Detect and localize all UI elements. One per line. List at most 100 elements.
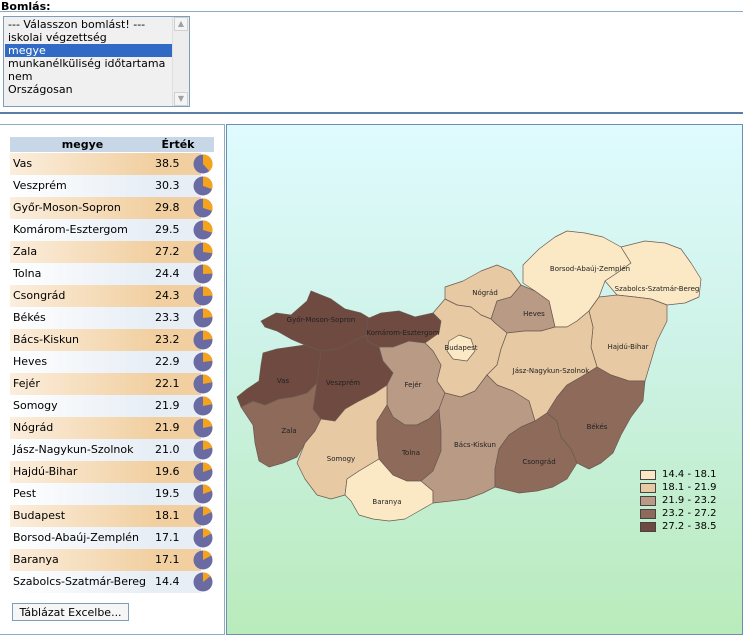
table-row[interactable]: Fejér 22.1 bbox=[10, 373, 214, 395]
listbox-option[interactable]: Országosan bbox=[8, 83, 73, 96]
county-szabolcs[interactable] bbox=[604, 240, 702, 306]
legend-swatch bbox=[640, 509, 656, 519]
table-row[interactable]: Heves 22.9 bbox=[10, 351, 214, 373]
pie-chart-icon bbox=[193, 220, 213, 240]
listbox-option[interactable]: nem bbox=[8, 70, 33, 83]
pie-chart-icon bbox=[193, 484, 213, 504]
table-row[interactable]: Veszprém 30.3 bbox=[10, 175, 214, 197]
table-row[interactable]: Nógrád 21.9 bbox=[10, 417, 214, 439]
legend-swatch bbox=[640, 522, 656, 532]
row-county-name: Somogy bbox=[10, 395, 155, 417]
export-excel-button[interactable]: Táblázat Excelbe... bbox=[12, 603, 129, 621]
map-label: Békés bbox=[587, 423, 608, 431]
pie-chart-icon bbox=[193, 264, 213, 284]
table-row[interactable]: Békés 23.3 bbox=[10, 307, 214, 329]
map-label: Nógrád bbox=[472, 289, 498, 297]
listbox-option[interactable]: munkanélküliség időtartama bbox=[8, 57, 166, 70]
legend-label: 18.1 - 21.9 bbox=[662, 482, 717, 493]
legend-label: 27.2 - 38.5 bbox=[662, 521, 717, 532]
header-ertek[interactable]: Érték bbox=[161, 138, 195, 151]
county-budapest[interactable] bbox=[446, 334, 476, 362]
pie-chart-icon bbox=[193, 154, 213, 174]
pie-chart-icon bbox=[193, 330, 213, 350]
county-bekes[interactable] bbox=[546, 366, 646, 470]
pie-chart-icon bbox=[193, 286, 213, 306]
row-value: 22.1 bbox=[155, 373, 201, 395]
county-csongrad[interactable] bbox=[494, 412, 578, 494]
row-county-name: Csongrád bbox=[10, 285, 155, 307]
row-county-name: Jász-Nagykun-Szolnok bbox=[10, 439, 155, 461]
row-county-name: Békés bbox=[10, 307, 155, 329]
table-row[interactable]: Bács-Kiskun 23.2 bbox=[10, 329, 214, 351]
bomlas-label: Bomlás: bbox=[1, 0, 51, 13]
table-row[interactable]: Jász-Nagykun-Szolnok 21.0 bbox=[10, 439, 214, 461]
table-row[interactable]: Vas 38.5 bbox=[10, 153, 214, 175]
table-row[interactable]: Csongrád 24.3 bbox=[10, 285, 214, 307]
bomlas-listbox[interactable]: Országosan nem munkanélküliség időtartama m… bbox=[3, 16, 190, 107]
pie-chart-icon bbox=[193, 198, 213, 218]
county-hajdu-bihar[interactable] bbox=[588, 294, 668, 382]
pie-chart-icon bbox=[193, 506, 213, 526]
row-county-name: Baranya bbox=[10, 549, 155, 571]
pie-chart-icon bbox=[193, 550, 213, 570]
row-value: 30.3 bbox=[155, 175, 201, 197]
table-row[interactable]: Budapest 18.1 bbox=[10, 505, 214, 527]
row-county-name: Borsod-Abaúj-Zemplén bbox=[10, 527, 155, 549]
row-county-name: Hajdú-Bihar bbox=[10, 461, 155, 483]
map-panel: Vas Veszprém Győr-Moson-Sopron Komárom-Eszt… bbox=[226, 124, 743, 635]
map-label: Heves bbox=[523, 310, 545, 318]
map-label: Baranya bbox=[372, 498, 401, 506]
legend-swatch bbox=[640, 483, 656, 493]
table-row[interactable]: Komárom-Esztergom 29.5 bbox=[10, 219, 214, 241]
row-value: 27.2 bbox=[155, 241, 201, 263]
row-county-name: Komárom-Esztergom bbox=[10, 219, 155, 241]
pie-chart-icon bbox=[193, 374, 213, 394]
map-label: Veszprém bbox=[326, 379, 360, 387]
row-value: 14.4 bbox=[155, 571, 201, 593]
map-label: Vas bbox=[277, 377, 290, 385]
map-label: Budapest bbox=[444, 344, 477, 352]
listbox-scrollbar[interactable]: ▲ ▼ bbox=[172, 17, 189, 106]
table-row[interactable]: Győr-Moson-Sopron 29.8 bbox=[10, 197, 214, 219]
table-row[interactable]: Zala 27.2 bbox=[10, 241, 214, 263]
scroll-up-icon[interactable]: ▲ bbox=[174, 17, 188, 31]
header-megye[interactable]: megye bbox=[61, 138, 104, 151]
row-value: 21.9 bbox=[155, 417, 201, 439]
map-label: Bács-Kiskun bbox=[454, 441, 496, 449]
table-row[interactable]: Pest 19.5 bbox=[10, 483, 214, 505]
row-value: 21.9 bbox=[155, 395, 201, 417]
row-value: 23.3 bbox=[155, 307, 201, 329]
row-county-name: Heves bbox=[10, 351, 155, 373]
row-value: 29.5 bbox=[155, 219, 201, 241]
row-value: 19.5 bbox=[155, 483, 201, 505]
row-value: 18.1 bbox=[155, 505, 201, 527]
pie-chart-icon bbox=[193, 440, 213, 460]
pie-chart-icon bbox=[193, 352, 213, 372]
row-county-name: Bács-Kiskun bbox=[10, 329, 155, 351]
map-label: Somogy bbox=[327, 455, 355, 463]
table-row[interactable]: Tolna 24.4 bbox=[10, 263, 214, 285]
table-row[interactable]: Szabolcs-Szatmár-Bereg 14.4 bbox=[10, 571, 214, 593]
listbox-option[interactable]: megye bbox=[5, 44, 173, 57]
pie-chart-icon bbox=[193, 462, 213, 482]
pie-chart-icon bbox=[193, 396, 213, 416]
row-value: 22.9 bbox=[155, 351, 201, 373]
table-row[interactable]: Borsod-Abaúj-Zemplén 17.1 bbox=[10, 527, 214, 549]
row-county-name: Budapest bbox=[10, 505, 155, 527]
row-county-name: Nógrád bbox=[10, 417, 155, 439]
pie-chart-icon bbox=[193, 242, 213, 262]
scroll-down-icon[interactable]: ▼ bbox=[174, 92, 188, 106]
row-value: 17.1 bbox=[155, 549, 201, 571]
listbox-option[interactable]: --- Válasszon bomlást! --- bbox=[8, 18, 146, 31]
table-row[interactable]: Hajdú-Bihar 19.6 bbox=[10, 461, 214, 483]
pie-chart-icon bbox=[193, 308, 213, 328]
listbox-option[interactable]: iskolai végzettség bbox=[8, 31, 107, 44]
row-value: 19.6 bbox=[155, 461, 201, 483]
table-row[interactable]: Somogy 21.9 bbox=[10, 395, 214, 417]
pie-chart-icon bbox=[193, 176, 213, 196]
divider bbox=[0, 112, 743, 114]
map-label: Komárom-Esztergom bbox=[366, 329, 439, 337]
row-county-name: Pest bbox=[10, 483, 155, 505]
legend-label: 21.9 - 23.2 bbox=[662, 495, 717, 506]
table-row[interactable]: Baranya 17.1 bbox=[10, 549, 214, 571]
